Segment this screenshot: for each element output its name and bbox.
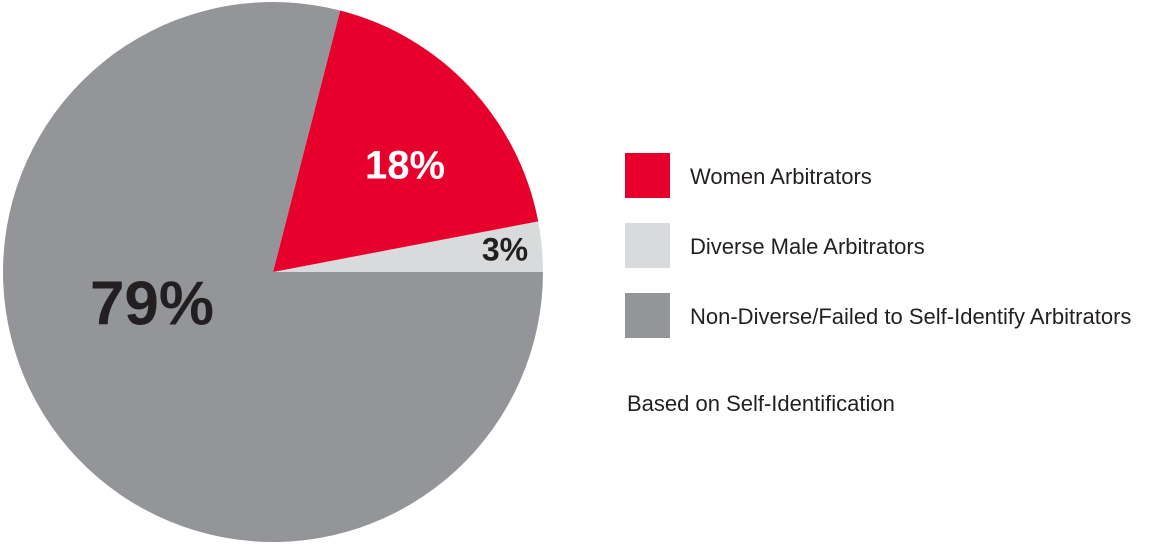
legend-swatch — [625, 223, 670, 268]
legend-label: Women Arbitrators — [690, 164, 872, 189]
legend-swatch — [625, 153, 670, 198]
legend-swatch — [625, 293, 670, 338]
legend-label: Non-Diverse/Failed to Self-Identify Arbi… — [690, 304, 1131, 329]
data-label: 79% — [90, 269, 214, 338]
data-label: 3% — [482, 231, 528, 267]
data-label: 18% — [365, 144, 445, 188]
annotation: Based on Self-Identification — [627, 391, 895, 416]
legend-label: Diverse Male Arbitrators — [690, 234, 925, 259]
pie-slice — [2, 1, 543, 543]
pie-slice — [273, 10, 539, 273]
pie-slice — [273, 221, 543, 272]
